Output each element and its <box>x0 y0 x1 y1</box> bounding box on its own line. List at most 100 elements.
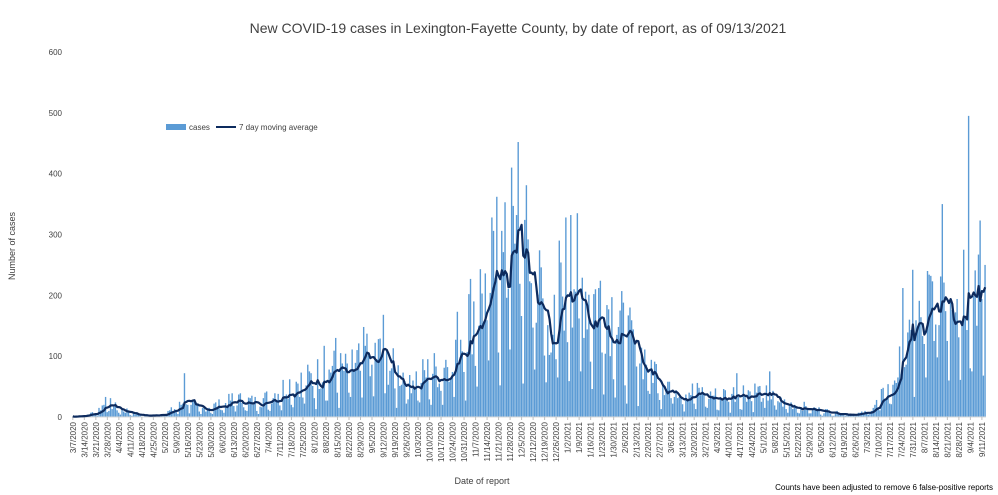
case-bar <box>359 370 362 417</box>
case-bar <box>466 351 468 417</box>
case-bar <box>543 355 546 417</box>
case-bar <box>206 408 209 417</box>
x-tick-label: 7/10/2021 <box>874 421 883 457</box>
case-bar <box>379 338 381 417</box>
case-bar <box>242 407 245 417</box>
case-bar <box>118 412 120 417</box>
case-bar <box>889 403 891 417</box>
case-bar <box>241 403 243 417</box>
case-bar <box>239 393 242 417</box>
case-bar <box>750 401 753 417</box>
case-bar <box>775 409 777 417</box>
case-bar <box>621 291 623 417</box>
case-bar <box>949 298 952 418</box>
case-bar <box>974 270 976 417</box>
x-tick-label: 1/23/2021 <box>598 421 607 457</box>
case-bar <box>718 410 720 417</box>
case-bar <box>390 368 393 417</box>
case-bar <box>767 400 769 417</box>
case-bar <box>183 373 186 417</box>
case-bar <box>895 382 897 417</box>
case-bar <box>381 354 383 417</box>
case-bar <box>238 394 240 417</box>
case-bar <box>397 365 399 417</box>
case-bar <box>538 250 541 417</box>
case-bar <box>423 370 426 417</box>
x-tick-label: 3/21/2020 <box>92 421 101 457</box>
case-bar <box>663 395 666 417</box>
case-bar <box>742 385 745 417</box>
case-bar <box>361 397 363 417</box>
case-bar <box>699 395 702 417</box>
case-bar <box>537 294 539 417</box>
case-bar <box>532 327 534 417</box>
case-bar <box>744 395 746 417</box>
case-bar <box>842 415 845 417</box>
case-bar <box>173 409 176 417</box>
case-bar <box>478 325 480 417</box>
case-bar <box>902 288 904 417</box>
case-bar <box>713 395 715 417</box>
case-bar <box>132 413 135 417</box>
x-tick-label: 5/15/2021 <box>782 421 791 457</box>
case-bar <box>655 364 657 417</box>
case-bar <box>722 389 725 417</box>
case-bar <box>575 291 577 417</box>
case-bar <box>834 413 837 417</box>
case-bar <box>188 413 191 417</box>
case-bar <box>96 415 99 417</box>
case-bar <box>609 356 611 417</box>
case-bar <box>501 230 503 417</box>
case-bar <box>119 414 122 417</box>
case-bar <box>394 388 396 417</box>
x-tick-label: 8/8/2020 <box>322 421 331 453</box>
case-bar <box>234 411 237 417</box>
x-tick-label: 11/21/2020 <box>495 421 504 461</box>
case-bar <box>579 371 582 418</box>
x-tick-label: 5/8/2021 <box>771 421 780 453</box>
legend: cases 7 day moving average <box>166 123 318 132</box>
case-bar <box>249 398 251 417</box>
case-bar <box>782 406 784 417</box>
case-bar <box>205 411 207 417</box>
case-bar <box>635 366 638 417</box>
case-bar <box>591 389 593 417</box>
case-bar <box>721 400 723 417</box>
case-bar <box>224 403 227 417</box>
case-bar <box>560 262 562 417</box>
case-bar <box>308 371 311 418</box>
case-bar <box>839 414 842 417</box>
case-bar <box>422 359 424 417</box>
case-bar <box>856 415 858 417</box>
case-bar <box>400 384 403 417</box>
x-tick-label: 6/20/2020 <box>241 421 250 457</box>
x-tick-label: 12/19/2020 <box>541 421 550 462</box>
y-tick-label: 200 <box>49 291 63 300</box>
case-bar <box>221 410 223 417</box>
case-bar <box>389 370 391 417</box>
case-bar <box>877 407 879 418</box>
case-bar <box>223 412 225 417</box>
case-bar <box>134 414 136 417</box>
case-bar <box>685 394 687 417</box>
x-tick-label: 3/20/2021 <box>690 421 699 457</box>
case-bar <box>231 393 233 417</box>
case-bar <box>805 406 807 417</box>
x-tick-label: 1/16/2021 <box>587 421 596 457</box>
case-bar <box>854 415 856 417</box>
case-bar <box>376 359 378 417</box>
case-bar <box>824 409 827 417</box>
footnote: Counts have been adjusted to remove 6 fa… <box>775 483 993 492</box>
case-bar <box>762 398 764 417</box>
case-bar <box>777 401 779 417</box>
case-bar <box>703 393 705 417</box>
case-bar <box>514 243 516 418</box>
case-bar <box>349 396 352 417</box>
case-bar <box>811 410 814 417</box>
case-bar <box>402 372 404 417</box>
case-bar <box>392 348 394 417</box>
x-tick-label: 8/14/2021 <box>932 421 941 457</box>
case-bar <box>925 377 927 417</box>
case-bar <box>246 410 248 417</box>
